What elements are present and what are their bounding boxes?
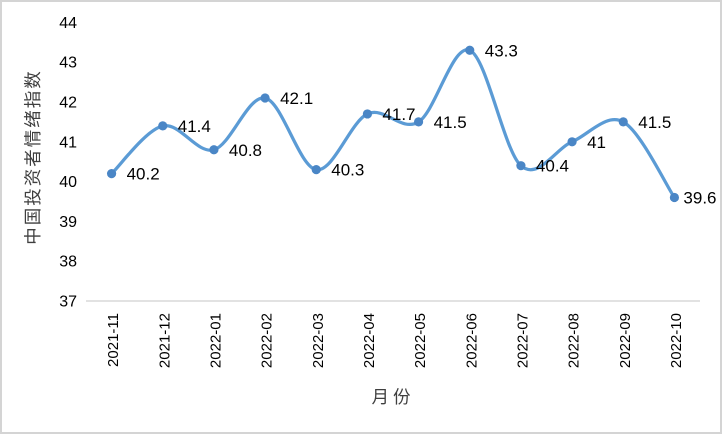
y-axis-tick-label: 37 [59,294,77,311]
data-point-label: 41.5 [638,113,671,132]
data-point-label: 40.3 [331,161,364,180]
data-point-label: 42.1 [280,89,313,108]
y-axis-tick-label: 38 [59,254,77,271]
y-axis-tick-label: 43 [59,55,77,72]
data-point-marker [209,145,219,155]
x-axis-title: 月份 [371,387,415,407]
data-point-marker [516,161,526,171]
data-point-marker [618,117,628,127]
y-axis-tick-label: 42 [59,95,77,112]
data-point-marker [158,121,168,131]
x-axis-tick-label: 2021-12 [156,313,173,368]
x-axis-tick-label: 2022-03 [310,313,327,368]
data-point-marker [311,165,321,175]
x-axis-tick-label: 2022-07 [514,313,531,368]
data-point-marker [413,117,424,127]
y-axis-tick-label: 41 [59,134,77,151]
data-point-marker [567,137,577,147]
data-point-label: 40.2 [127,165,160,184]
x-axis-tick-label: 2022-02 [259,313,276,368]
data-point-label: 40.4 [536,157,569,176]
y-axis-title: 中国投资者情绪指数 [23,69,43,245]
data-point-label: 43.3 [485,41,518,60]
x-axis-tick-label: 2022-05 [412,313,429,368]
x-axis-tick-label: 2022-10 [668,313,685,368]
data-point-label: 41.4 [178,117,211,136]
y-axis-tick-label: 40 [59,174,77,191]
data-point-marker [362,109,373,119]
x-axis-tick-label: 2022-01 [207,313,224,368]
data-point-label: 39.6 [683,189,716,208]
data-point-label: 41.7 [382,105,415,124]
x-axis-tick-label: 2022-09 [617,313,634,368]
y-axis-tick-label: 44 [59,15,77,32]
x-axis-tick-label: 2022-06 [463,313,480,368]
data-point-marker [669,192,680,203]
x-axis-tick-label: 2022-04 [361,313,378,368]
x-axis-tick-label: 2022-08 [566,313,583,368]
data-point-label: 41 [587,133,606,152]
data-point-marker [260,93,270,103]
data-point-marker [465,45,475,55]
data-point-label: 40.8 [229,141,262,160]
x-axis-tick-label: 2021-11 [105,313,122,367]
data-point-label: 41.5 [434,113,467,132]
data-point-marker [106,169,117,179]
y-axis-tick-label: 39 [59,214,77,231]
